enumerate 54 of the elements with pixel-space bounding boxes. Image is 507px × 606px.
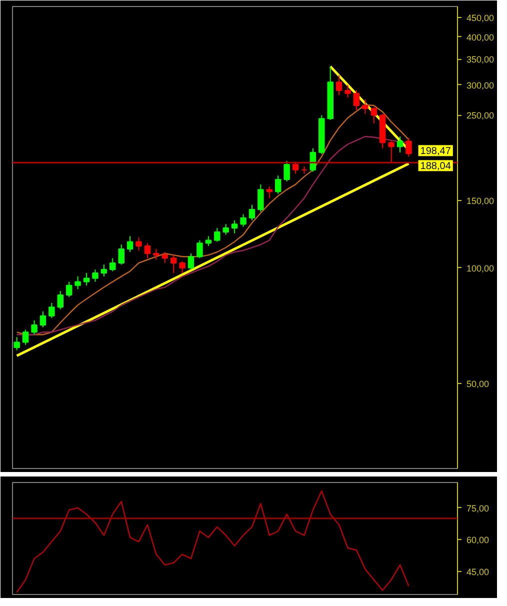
candlestick — [57, 290, 64, 310]
candlestick — [353, 90, 360, 110]
ref-line-label: 188,04 — [420, 161, 452, 172]
candlestick — [179, 260, 186, 274]
candlestick — [196, 240, 203, 259]
candlestick — [170, 254, 177, 274]
y-tick-label: 75,00 — [466, 503, 490, 514]
candlestick — [231, 220, 238, 234]
y-tick-label: 50,00 — [466, 378, 490, 389]
candlestick — [136, 237, 142, 251]
candlestick — [205, 236, 212, 247]
candlestick — [258, 184, 264, 212]
candlestick — [66, 281, 72, 298]
candlestick — [388, 140, 394, 164]
candlestick — [40, 310, 46, 328]
text: 198,47 — [420, 146, 452, 158]
line-series — [16, 490, 410, 593]
candlestick — [362, 98, 368, 114]
candlestick — [284, 160, 290, 182]
candlestick — [344, 84, 351, 98]
candlestick — [406, 138, 412, 158]
candlestick — [214, 228, 220, 242]
y-tick-label: 400,00 — [466, 32, 494, 42]
candlestick — [266, 186, 273, 199]
candlestick — [22, 329, 29, 346]
candlestick — [31, 320, 38, 336]
y-tick-label: 45,00 — [466, 566, 490, 577]
candlestick — [274, 175, 282, 194]
candlestick — [118, 244, 124, 266]
y-tick-label: 450,00 — [466, 12, 494, 23]
candlestick — [100, 264, 108, 277]
candlestick — [188, 253, 194, 270]
y-tick-label: 100,00 — [466, 263, 494, 274]
y-tick-label: 350,00 — [466, 54, 494, 65]
candlestick — [370, 106, 378, 124]
candlestick — [92, 269, 98, 282]
y-tick-label: 60,00 — [466, 535, 490, 546]
y-tick-label: 300,00 — [466, 80, 494, 90]
y-tick-label: 150,00 — [466, 196, 494, 206]
candlestick — [74, 276, 81, 290]
candlestick — [336, 74, 342, 96]
candlestick — [110, 258, 116, 272]
candlestick — [126, 236, 134, 252]
candlestick — [248, 204, 256, 221]
y-tick-label: 250,00 — [466, 110, 494, 121]
candlestick — [48, 302, 55, 319]
candlestick — [144, 242, 151, 259]
candlestick — [240, 214, 246, 228]
candlestick — [14, 336, 20, 351]
candlestick — [153, 248, 160, 260]
candlestick — [83, 272, 90, 286]
candlestick — [396, 136, 404, 153]
candlestick — [222, 224, 229, 236]
candlestick — [162, 252, 168, 264]
